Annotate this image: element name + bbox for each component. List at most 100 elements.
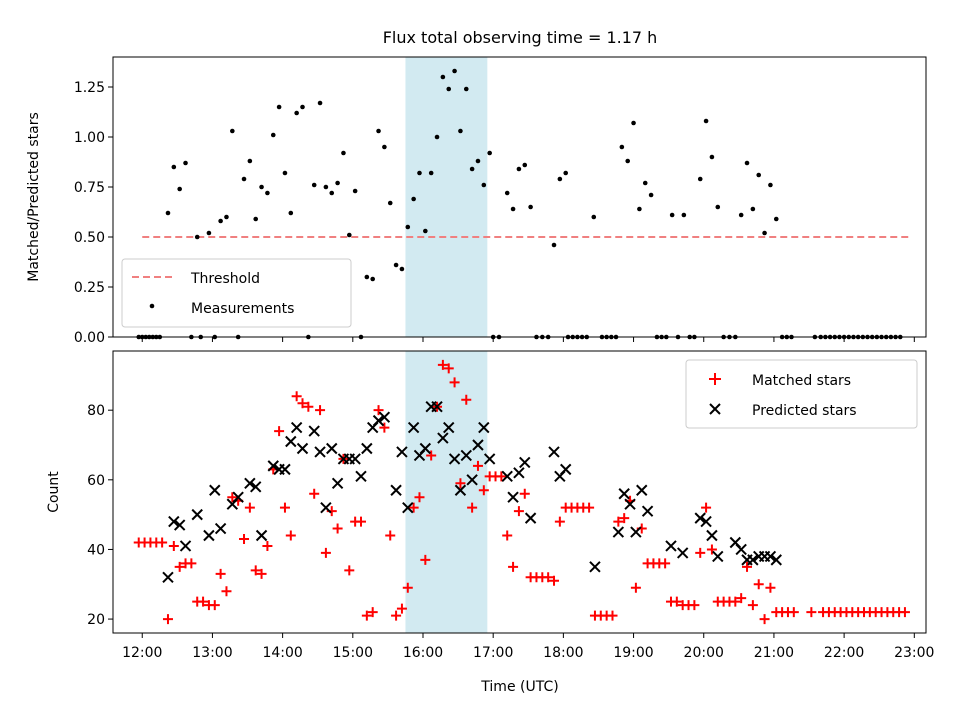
x-tick-label: 15:00	[333, 645, 373, 661]
predicted-star-point	[624, 498, 636, 510]
measurement-point	[591, 214, 597, 220]
top-y-tick-label: 1.00	[74, 130, 105, 146]
measurement-point	[440, 74, 446, 80]
measurement-point	[399, 266, 405, 272]
matched-star-point	[549, 575, 560, 586]
matched-star-point	[379, 422, 390, 433]
bottom-x-axis: 12:00 13:00 14:00 15:00 16:00 17:00 18:00 19:00…	[122, 633, 934, 661]
measurement-point	[762, 230, 767, 236]
measurement-point	[681, 212, 687, 218]
predicted-star-point	[378, 411, 391, 423]
top-y-tick-label: 0.50	[74, 230, 105, 246]
matched-star-point	[806, 607, 817, 618]
measurement-point	[364, 274, 370, 280]
measurement-point	[417, 170, 422, 176]
measurement-point	[346, 232, 352, 238]
predicted-star-point	[524, 512, 537, 524]
matched-star-point	[402, 582, 413, 593]
measurement-point	[557, 176, 563, 182]
bottom-y-tick-label: 60	[87, 473, 105, 489]
measurement-point	[709, 154, 715, 160]
predicted-star-point	[519, 456, 531, 469]
matched-star-point	[239, 534, 250, 544]
predicted-star-point	[630, 526, 642, 538]
predicted-star-point	[331, 477, 344, 490]
matched-star-point	[607, 610, 618, 621]
measurement-point	[253, 216, 259, 222]
predicted-star-point	[326, 442, 338, 455]
predicted-star-point	[466, 474, 478, 486]
measurement-point	[446, 86, 452, 92]
predicted-star-point	[361, 442, 373, 455]
measurement-point	[625, 158, 631, 164]
measurement-point	[510, 206, 516, 212]
top-y-axis-label: Matched/Predicted stars	[26, 112, 42, 282]
top-legend: Threshold Measurements	[121, 258, 352, 328]
matched-star-point	[361, 610, 372, 621]
predicted-star-point	[203, 529, 215, 542]
legend-matched-swatch	[709, 373, 721, 385]
measurement-point	[773, 216, 779, 222]
measurement-point	[697, 176, 703, 182]
matched-star-point	[209, 600, 220, 611]
matched-star-point	[695, 547, 706, 558]
measurement-point	[370, 276, 375, 282]
matched-star-point	[244, 502, 255, 513]
measurement-point	[715, 204, 721, 210]
matched-star-point	[309, 488, 320, 499]
matched-star-point	[355, 516, 366, 527]
predicted-star-point	[267, 460, 279, 472]
top-y-tick-label: 1.25	[74, 80, 105, 96]
measurement-point	[434, 134, 440, 140]
x-tick-label: 21:00	[754, 645, 794, 661]
measurement-point	[703, 118, 709, 124]
matched-star-point	[613, 516, 624, 527]
x-tick-label: 23:00	[894, 645, 934, 661]
matched-star-point	[701, 502, 712, 513]
predicted-star-point	[483, 453, 496, 465]
matched-star-point	[736, 593, 747, 604]
measurement-point	[475, 158, 481, 164]
measurement-point	[563, 170, 569, 176]
measurement-point	[637, 206, 642, 212]
matched-star-point	[753, 579, 764, 590]
predicted-star-point	[501, 470, 513, 483]
matched-star-point	[660, 558, 671, 569]
predicted-star-point	[589, 561, 601, 573]
predicted-star-point	[676, 547, 689, 559]
bottom-legend-box	[685, 359, 918, 429]
measurement-point	[522, 162, 528, 168]
top-legend-box	[121, 258, 352, 328]
x-tick-label: 14:00	[262, 645, 302, 661]
measurement-point	[642, 180, 648, 186]
matched-star-point	[619, 513, 630, 524]
measurement-point	[218, 218, 223, 224]
predicted-star-point	[290, 421, 303, 434]
predicted-star-point	[706, 529, 718, 542]
bottom-y-tick-label: 80	[87, 403, 105, 419]
measurement-point	[183, 160, 188, 166]
matched-star-point	[426, 450, 437, 461]
measurement-point	[382, 144, 387, 150]
measurement-point	[405, 224, 411, 230]
predicted-star-point	[209, 484, 221, 496]
matched-star-point	[630, 582, 641, 593]
measurement-point	[744, 160, 750, 166]
measurement-point	[311, 182, 317, 188]
measurement-point	[551, 242, 557, 248]
bottom-legend: Matched stars Predicted stars	[685, 359, 918, 429]
measurement-point	[631, 120, 636, 126]
legend-matched-label: Matched stars	[752, 373, 851, 389]
predicted-star-point	[396, 446, 408, 458]
measurement-point	[294, 110, 299, 116]
measurement-point	[317, 100, 323, 106]
top-y-tick-label: 0.00	[74, 330, 105, 346]
matched-star-point	[467, 502, 478, 513]
matched-star-point	[168, 540, 179, 551]
predicted-star-point	[747, 554, 759, 566]
measurement-point	[341, 150, 346, 156]
measurement-point	[282, 170, 288, 176]
predicted-star-point	[250, 481, 262, 493]
top-plot-frame	[112, 56, 927, 338]
